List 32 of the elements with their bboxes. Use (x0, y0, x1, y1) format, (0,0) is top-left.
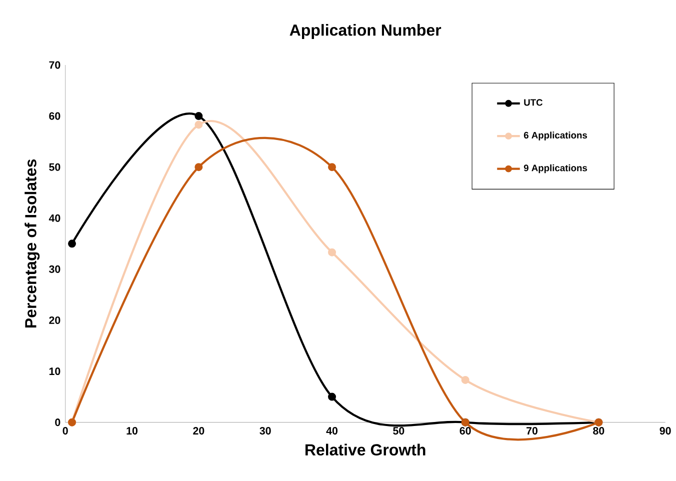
legend-label: UTC (524, 99, 543, 106)
x-tick-label: 10 (126, 427, 138, 435)
x-axis-title: Relative Growth (306, 444, 426, 456)
x-tick-label: 60 (460, 427, 471, 435)
x-tick-label: 40 (326, 427, 338, 435)
x-tick-label: 30 (260, 427, 271, 435)
y-tick-label: 10 (49, 368, 60, 376)
x-tick-label: 0 (62, 427, 68, 435)
point (328, 163, 336, 172)
y-tick-label: 70 (49, 61, 60, 69)
x-tick-label: 90 (660, 427, 671, 435)
chart-title: Application Number (290, 24, 442, 39)
y-tick-label: 0 (55, 418, 60, 426)
y-tick-label: 40 (48, 214, 60, 222)
y-tick-label: 20 (49, 316, 60, 324)
y-axis-title: Percentage of Isolates (24, 159, 40, 328)
point (194, 120, 203, 129)
x-tick-label: 70 (526, 427, 538, 435)
y-tick-label: 50 (49, 163, 60, 171)
point (328, 392, 336, 401)
y-tick-label: 30 (49, 265, 60, 273)
point (194, 163, 203, 172)
legend-label: 6 Applications (524, 132, 588, 140)
y-tick-label: 60 (49, 112, 60, 120)
point (461, 376, 470, 384)
x-tick-label: 80 (593, 427, 604, 435)
point (194, 112, 203, 120)
x-tick-label: 50 (393, 427, 404, 435)
point (68, 240, 76, 248)
legend-label: 9 Applications (524, 164, 588, 174)
point (328, 248, 336, 256)
x-tick-label: 20 (193, 427, 204, 435)
